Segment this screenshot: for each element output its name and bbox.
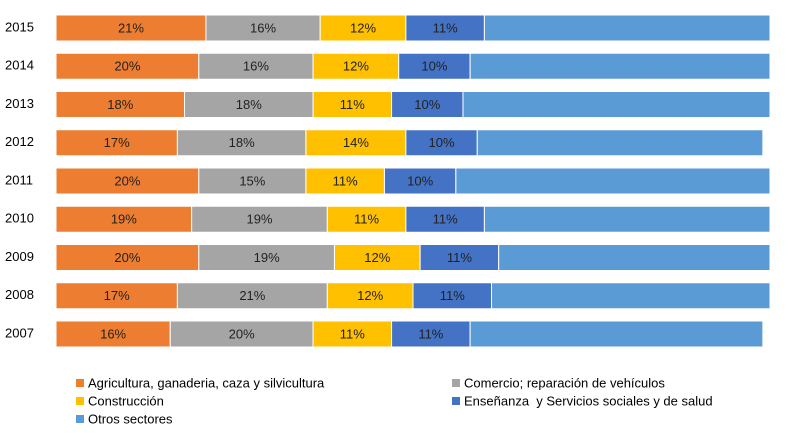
data-label: 10% bbox=[414, 97, 440, 112]
data-label: 12% bbox=[350, 20, 376, 35]
data-label: 11% bbox=[340, 326, 365, 341]
data-label: 21% bbox=[118, 20, 144, 35]
y-tick-label: 2012 bbox=[5, 134, 34, 149]
y-tick-label: 2015 bbox=[5, 19, 34, 34]
data-label: 11% bbox=[433, 212, 458, 227]
data-label: 12% bbox=[364, 250, 390, 265]
bar-segment bbox=[476, 129, 764, 157]
legend-label: Enseñanza y Servicios sociales y de salu… bbox=[464, 393, 713, 408]
legend-label: Construcción bbox=[88, 393, 164, 408]
bar-segment bbox=[326, 282, 414, 310]
bar-segment bbox=[398, 52, 471, 80]
bar-segment bbox=[55, 14, 207, 42]
bar-segment bbox=[55, 167, 200, 195]
legend-swatch bbox=[452, 379, 460, 387]
legend-swatch bbox=[76, 397, 84, 405]
bar-segment bbox=[55, 129, 178, 157]
data-label: 19% bbox=[254, 250, 280, 265]
bar-segment bbox=[205, 14, 321, 42]
y-tick-label: 2007 bbox=[5, 325, 34, 340]
bar-segment bbox=[55, 244, 200, 271]
data-label: 16% bbox=[250, 20, 276, 35]
bar-segment bbox=[198, 52, 314, 80]
data-label: 11% bbox=[447, 250, 472, 265]
y-tick-label: 2009 bbox=[5, 249, 34, 264]
y-tick-label: 2011 bbox=[5, 172, 33, 187]
data-label: 11% bbox=[333, 173, 358, 188]
data-label: 18% bbox=[236, 97, 262, 112]
bar-segment bbox=[483, 205, 771, 233]
bar-segment bbox=[491, 282, 771, 310]
data-label: 11% bbox=[340, 97, 365, 112]
y-tick-label: 2013 bbox=[5, 96, 34, 111]
legend-swatch bbox=[76, 415, 84, 423]
data-label: 18% bbox=[229, 135, 255, 150]
bar-segment bbox=[55, 282, 178, 310]
data-label: 19% bbox=[246, 212, 272, 227]
data-label: 12% bbox=[343, 59, 369, 74]
bar-segment bbox=[176, 129, 307, 157]
data-label: 18% bbox=[107, 97, 133, 112]
data-label: 20% bbox=[229, 326, 255, 341]
data-label: 14% bbox=[343, 135, 369, 150]
data-label: 15% bbox=[239, 173, 265, 188]
bar-segment bbox=[55, 205, 193, 233]
legend-label: Otros sectores bbox=[88, 411, 173, 426]
y-tick-label: 2008 bbox=[5, 287, 34, 302]
legend-swatch bbox=[76, 379, 84, 387]
legend-label: Agricultura, ganaderia, caza y silvicult… bbox=[88, 375, 325, 390]
bar-segment bbox=[169, 320, 314, 348]
bar-segment bbox=[483, 14, 771, 42]
data-label: 11% bbox=[433, 20, 458, 35]
data-label: 20% bbox=[114, 59, 140, 74]
bar-segment bbox=[383, 167, 457, 195]
bar-segment bbox=[319, 14, 407, 42]
data-label: 17% bbox=[104, 288, 130, 303]
bar-segment bbox=[305, 167, 385, 195]
bar-segment bbox=[55, 91, 186, 118]
bar-segment bbox=[391, 91, 464, 118]
bar-segment bbox=[498, 244, 771, 271]
legend-swatch bbox=[452, 397, 460, 405]
bar-segment bbox=[191, 205, 328, 233]
data-label: 11% bbox=[418, 326, 443, 341]
bar-segment bbox=[469, 320, 764, 348]
data-label: 10% bbox=[407, 173, 433, 188]
bar-segment bbox=[312, 320, 393, 348]
data-label: 10% bbox=[429, 135, 455, 150]
bar-segment bbox=[333, 244, 421, 271]
bar-segment bbox=[455, 167, 771, 195]
data-label: 20% bbox=[114, 250, 140, 265]
data-label: 19% bbox=[111, 212, 137, 227]
bar-segment bbox=[391, 320, 471, 348]
y-tick-label: 2014 bbox=[5, 58, 34, 73]
y-tick-label: 2010 bbox=[5, 211, 34, 226]
data-label: 16% bbox=[100, 326, 126, 341]
data-label: 21% bbox=[239, 288, 265, 303]
data-label: 10% bbox=[421, 59, 447, 74]
bar-segment bbox=[312, 52, 400, 80]
bar-segment bbox=[198, 167, 307, 195]
bar-segment bbox=[419, 244, 500, 271]
bar-segment bbox=[326, 205, 407, 233]
data-label: 11% bbox=[440, 288, 465, 303]
bar-segment bbox=[462, 91, 771, 118]
bar-segment bbox=[469, 52, 771, 80]
data-label: 12% bbox=[357, 288, 383, 303]
bar-segment bbox=[405, 129, 478, 157]
data-label: 16% bbox=[243, 59, 269, 74]
legend-label: Comercio; reparación de vehículos bbox=[464, 375, 665, 390]
bar-segment bbox=[55, 52, 200, 80]
bar-segment bbox=[184, 91, 314, 118]
data-label: 20% bbox=[114, 173, 140, 188]
data-label: 17% bbox=[104, 135, 130, 150]
data-label: 11% bbox=[354, 212, 379, 227]
